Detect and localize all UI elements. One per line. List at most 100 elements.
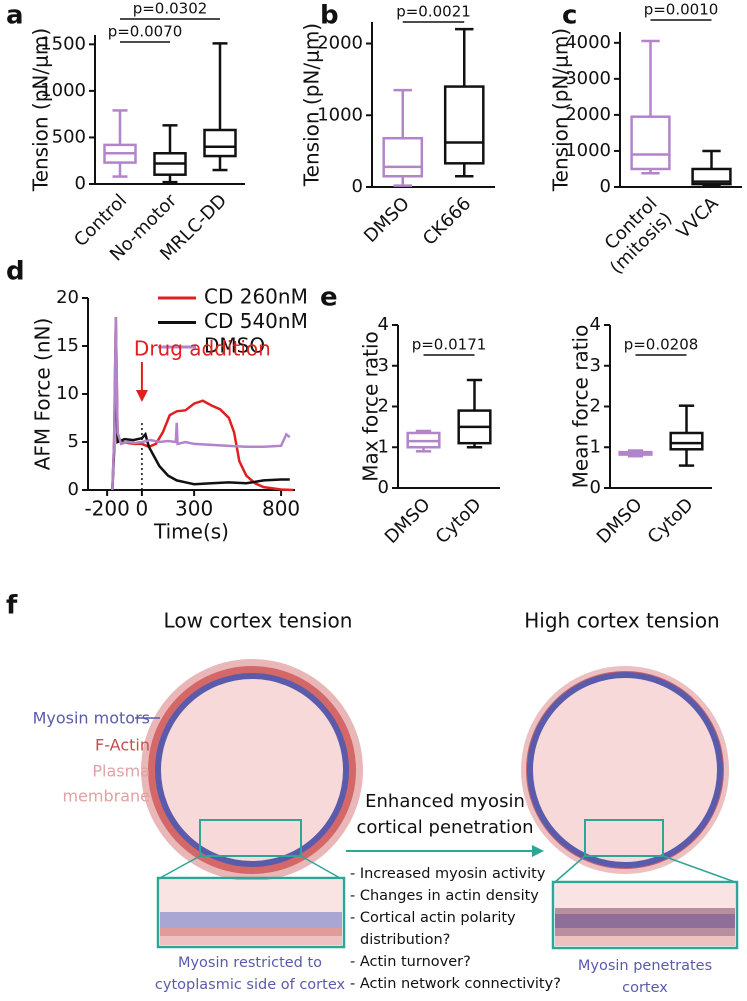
zoom-box	[156, 876, 346, 949]
mechanism: - Actin network connectivity?	[350, 976, 561, 992]
y-tick-label: 5	[68, 431, 79, 452]
zoom-region	[584, 819, 664, 857]
x-tick-label: -200	[84, 497, 129, 521]
y-tick-label: 1000	[565, 140, 611, 161]
zoom-membrane	[160, 936, 342, 945]
y-tick-label: 0	[378, 477, 389, 498]
y-tick-label: 3000	[565, 68, 611, 89]
y-tick-label: 1500	[40, 33, 86, 54]
zoom-line	[159, 855, 201, 879]
line	[111, 317, 291, 491]
mechanism: - Changes in actin density	[350, 888, 539, 904]
panel-label: b	[320, 1, 339, 31]
y-axis-label: Tension (pN/μm)	[29, 28, 53, 192]
y-tick-label: 4	[590, 314, 601, 335]
zoom-actin	[160, 928, 342, 936]
x-tick-label: Control(mitosis)	[591, 193, 676, 278]
annotation: Drug addition	[134, 337, 271, 361]
y-tick-label: 1000	[317, 104, 363, 125]
zoom-line	[300, 855, 341, 879]
panel-label: c	[562, 1, 577, 31]
legend-label: CD 260nM	[204, 285, 308, 309]
p-value: p=0.0302	[133, 0, 208, 18]
annotation-arrowhead	[135, 390, 148, 402]
box	[630, 115, 671, 171]
y-tick-label: 20	[56, 287, 79, 308]
y-tick-label: 2000	[565, 104, 611, 125]
p-value: p=0.0171	[412, 336, 487, 354]
y-tick-label: 0	[590, 477, 601, 498]
caption: Myosin restricted to	[178, 955, 322, 971]
zoom-box	[551, 880, 739, 950]
legend-label: DMSO	[204, 334, 265, 358]
y-tick-label: 500	[52, 126, 86, 147]
caption: Myosin penetrates	[578, 958, 712, 974]
mechanism: - Increased myosin activity	[350, 866, 546, 882]
y-tick-label: 2	[378, 396, 389, 417]
x-tick-label: CytoD	[432, 494, 486, 548]
y-axis-label: Tension (pN/μm)	[549, 28, 573, 192]
p-value: p=0.0010	[644, 1, 719, 19]
x-axis-label: Time(s)	[153, 520, 229, 544]
x-tick-label: 300	[175, 497, 213, 521]
zoom-line	[554, 855, 586, 883]
layer-label: Myosin motors	[33, 709, 150, 728]
zoom-myosin	[160, 912, 342, 928]
x-tick-label: CK666	[419, 193, 475, 249]
box	[382, 136, 424, 178]
box	[691, 167, 732, 186]
layer-label: F-Actin	[95, 736, 150, 755]
panel-label: d	[6, 257, 25, 287]
x-tick-label: 0	[136, 497, 149, 521]
y-tick-label: 1	[378, 436, 389, 457]
x-tick-label: DMSO	[360, 193, 414, 247]
y-axis-label: Tension (pN/μm)	[300, 23, 324, 187]
mechanism: - Cortical actin polarity	[350, 910, 516, 926]
p-value: p=0.0208	[624, 336, 699, 354]
y-tick-label: 1	[590, 436, 601, 457]
mechanism: - Actin turnover?	[350, 954, 471, 970]
y-tick-label: 4000	[565, 32, 611, 53]
layer-label: Plasma	[92, 762, 150, 781]
zoom-line	[662, 855, 736, 883]
diagram: Low cortex tension High cortex tension M…	[33, 609, 739, 996]
line	[111, 317, 294, 492]
p-value: p=0.0070	[108, 23, 183, 41]
y-tick-label: 4	[378, 314, 389, 335]
y-axis-label: Mean force ratio	[569, 325, 593, 489]
arrow-label: cortical penetration	[357, 817, 534, 838]
y-tick-label: 1000	[40, 80, 86, 101]
diagram-title: Low cortex tension	[164, 609, 353, 633]
y-tick-label: 10	[56, 383, 79, 404]
x-tick-label: CytoD	[644, 494, 698, 548]
y-tick-label: 3	[590, 355, 601, 376]
caption: cytoplasmic side of cortex	[155, 977, 346, 993]
layer-label: membrane	[62, 787, 150, 806]
x-tick-label: DMSO	[381, 494, 435, 548]
p-value: p=0.0021	[396, 3, 471, 21]
y-tick-label: 2000	[317, 33, 363, 54]
y-tick-label: 0	[600, 176, 611, 197]
y-tick-label: 0	[352, 176, 363, 197]
box	[203, 128, 237, 158]
x-tick-label: DMSO	[593, 494, 647, 548]
y-axis-label: Max force ratio	[359, 331, 383, 482]
y-tick-label: 0	[68, 479, 79, 500]
panel-label: a	[6, 1, 24, 31]
y-axis-label: AFM Force (nN)	[31, 318, 55, 471]
panel-label: f	[6, 591, 18, 621]
diagram-title: High cortex tension	[524, 609, 719, 633]
panel-label: e	[320, 283, 338, 313]
y-tick-label: 15	[56, 335, 79, 356]
y-tick-label: 3	[378, 355, 389, 376]
mechanism: distribution?	[360, 932, 450, 948]
arrowhead	[532, 845, 544, 857]
x-tick-label: 800	[262, 497, 300, 521]
arrow-label: Enhanced myosin	[365, 791, 525, 812]
zoom-membrane	[555, 936, 735, 946]
line	[111, 345, 290, 491]
legend-label: CD 540nM	[204, 309, 308, 333]
box	[669, 431, 704, 451]
caption: cortex	[622, 980, 668, 996]
